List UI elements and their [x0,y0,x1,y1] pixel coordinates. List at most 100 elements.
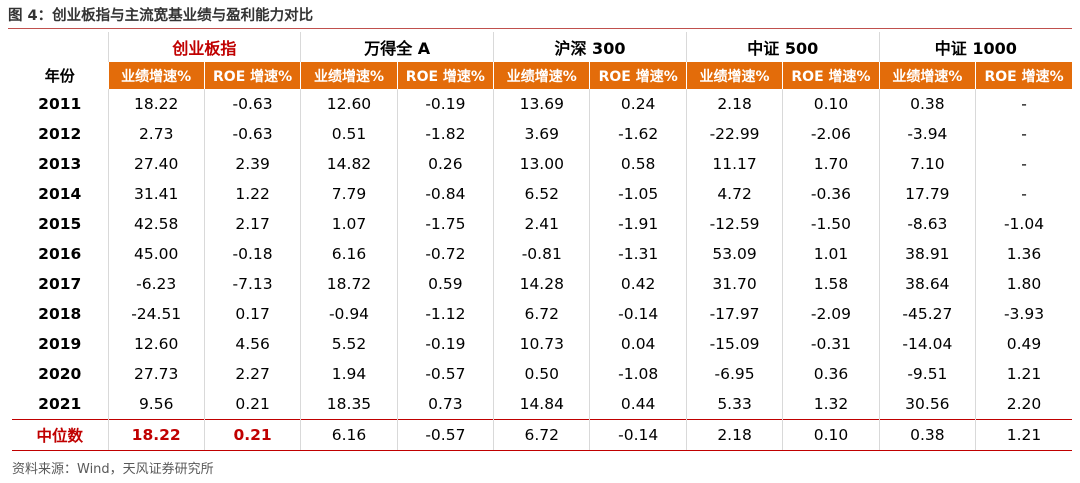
value-cell: -3.94 [878,119,976,149]
value-cell: 0.26 [396,149,494,179]
table-row: 2011 18.22 -0.63 12.60 -0.19 13.69 0.24 2.18 0.1… [12,89,1072,119]
table-row: 2018 -24.51 0.17 -0.94 -1.12 6.72 -0.14 -17.97-… [12,299,1072,329]
value-cell: 0.10 [782,89,880,119]
value-cell: 2.73 [107,119,205,149]
value-cell: 18.22 [107,89,205,119]
sub-header-row: 年份 业绩增速% ROE 增速% 业绩增速% ROE 增速% 业绩增速% ROE… [12,62,1072,89]
value-cell: 1.94 [300,359,398,389]
value-cell: -1.08 [589,359,687,389]
value-cell: 14.28 [493,269,590,299]
median-value-cell: 2.18 [685,419,783,451]
value-cell: -1.75 [396,209,494,239]
value-cell: 0.58 [589,149,687,179]
value-cell: 1.22 [203,179,301,209]
value-cell: -2.06 [782,119,880,149]
median-value-cell: 18.22 [107,419,205,451]
year-cell: 2012 [38,125,82,143]
value-cell: 1.70 [782,149,880,179]
value-cell: -1.62 [589,119,687,149]
median-value-cell: 6.72 [493,419,590,451]
value-cell: -45.27 [878,299,976,329]
value-cell: 0.04 [589,329,687,359]
comparison-table: 创业板指 万得全 A 沪深 300 中证 500 中证 1000 年份 业绩增速… [12,32,1072,451]
median-value-cell: -0.57 [396,419,494,451]
year-cell: 2021 [38,395,82,413]
value-cell: -1.50 [782,209,880,239]
value-cell: 1.21 [975,359,1072,389]
value-cell: -6.95 [685,359,783,389]
value-cell: 38.64 [878,269,976,299]
value-cell: 14.82 [300,149,398,179]
value-cell: 6.52 [493,179,590,209]
value-cell: 1.36 [975,239,1072,269]
value-cell: 27.40 [107,149,205,179]
value-cell: 18.35 [300,389,398,420]
value-cell: -0.57 [396,359,494,389]
year-cell: 2011 [38,95,82,113]
table-body: 2011 18.22 -0.63 12.60 -0.19 13.69 0.24 2.18 0.1… [12,89,1072,451]
value-cell: 6.16 [300,239,398,269]
group-header-csi300: 沪深 300 [493,32,687,62]
table-row: 2021 9.56 0.21 18.35 0.73 14.84 0.44 5.33 1.32 30… [12,389,1072,420]
value-cell: -12.59 [685,209,783,239]
year-cell: 2013 [38,155,82,173]
value-cell: 13.00 [493,149,590,179]
sub-header-cell: ROE 增速% [203,62,301,89]
value-cell: -9.51 [878,359,976,389]
value-cell: 7.79 [300,179,398,209]
value-cell: 2.17 [203,209,301,239]
value-cell: -0.63 [203,119,301,149]
value-cell: 30.56 [878,389,976,420]
value-cell: -15.09 [685,329,783,359]
sub-header-cell: 业绩增速% [493,62,590,89]
value-cell: 2.27 [203,359,301,389]
value-cell: - [975,179,1072,209]
value-cell: 7.10 [878,149,976,179]
sub-header-cell: ROE 增速% [396,62,494,89]
value-cell: -0.18 [203,239,301,269]
value-cell: -0.72 [396,239,494,269]
value-cell: 13.69 [493,89,590,119]
value-cell: -1.82 [396,119,494,149]
value-cell: 12.60 [107,329,205,359]
median-value-cell: 1.21 [975,419,1072,451]
table-row: 2015 42.58 2.17 1.07 -1.75 2.41 -1.91 -12.59 -1.… [12,209,1072,239]
table-row: 2012 2.73 -0.63 0.51 -1.82 3.69 -1.62 -22.99 -2.… [12,119,1072,149]
median-label: 中位数 [12,419,108,451]
group-header-csi500: 中证 500 [685,32,880,62]
value-cell: 6.72 [493,299,590,329]
value-cell: 4.56 [203,329,301,359]
value-cell: 0.49 [975,329,1072,359]
value-cell: -1.91 [589,209,687,239]
value-cell: -1.31 [589,239,687,269]
group-header-chinext: 创业板指 [107,32,301,62]
value-cell: 38.91 [878,239,976,269]
value-cell: 2.39 [203,149,301,179]
value-cell: 0.44 [589,389,687,420]
group-header-wind-all-a: 万得全 A [300,32,494,62]
value-cell: 2.18 [685,89,783,119]
figure-title: 图 4：创业板指与主流宽基业绩与盈利能力对比 [8,8,314,24]
value-cell: 5.33 [685,389,783,420]
value-cell: -0.19 [396,89,494,119]
median-value-cell: 0.38 [878,419,976,451]
median-row: 中位数 18.22 0.21 6.16 -0.57 6.72 -0.14 2.18 0.10 0.… [12,419,1072,451]
value-cell: 0.51 [300,119,398,149]
value-cell: 0.42 [589,269,687,299]
value-cell: 1.58 [782,269,880,299]
value-cell: -1.05 [589,179,687,209]
value-cell: 1.01 [782,239,880,269]
table-row: 2016 45.00 -0.18 6.16 -0.72 -0.81 -1.31 53.09 1.… [12,239,1072,269]
value-cell: -2.09 [782,299,880,329]
year-cell: 2020 [38,365,82,383]
sub-header-cell: 业绩增速% [107,62,205,89]
value-cell: -1.04 [975,209,1072,239]
table-row: 2013 27.40 2.39 14.82 0.26 13.00 0.58 11.17 1.70… [12,149,1072,179]
value-cell: 2.41 [493,209,590,239]
value-cell: 27.73 [107,359,205,389]
value-cell: -14.04 [878,329,976,359]
value-cell: -3.93 [975,299,1072,329]
median-value-cell: 6.16 [300,419,398,451]
value-cell: 5.52 [300,329,398,359]
sub-header-cell: 业绩增速% [685,62,783,89]
